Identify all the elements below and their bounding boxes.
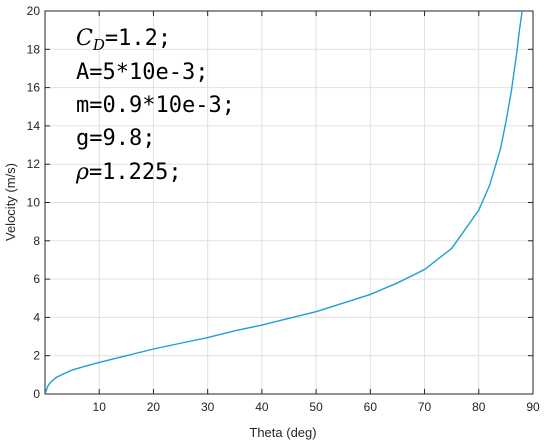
grid	[45, 11, 533, 394]
y-tick-label: 8	[33, 234, 40, 248]
y-tick-labels: 0 2 4 6 8 10 12 14 16 18 20	[27, 4, 41, 401]
annotation-gravity: g=9.8;	[76, 126, 155, 151]
axis-ticks	[45, 10, 534, 395]
annotation-cd-value: =1.2;	[105, 26, 171, 51]
annotation-cd-subscript: D	[92, 36, 105, 54]
x-tick-label: 20	[147, 400, 161, 414]
annotation-rho-symbol: ρ	[75, 160, 89, 185]
y-tick-label: 16	[27, 81, 41, 95]
y-tick-label: 10	[27, 196, 41, 210]
y-tick-label: 2	[33, 349, 40, 363]
series-line	[44, 10, 523, 393]
x-tick-labels: 10 20 30 40 50 60 70 80 90	[93, 400, 540, 414]
x-tick-label: 40	[255, 400, 269, 414]
annotation-rho: ρ=1.225;	[75, 160, 182, 185]
annotation-mass: m=0.9*10e-3;	[76, 93, 235, 118]
y-axis-label: Velocity (m/s)	[3, 163, 18, 241]
y-tick-label: 20	[27, 4, 41, 18]
y-tick-label: 6	[33, 272, 40, 286]
x-tick-label: 80	[472, 400, 486, 414]
x-tick-label: 90	[526, 400, 540, 414]
y-tick-label: 12	[27, 157, 41, 171]
y-tick-label: 4	[33, 310, 40, 324]
x-axis-label: Theta (deg)	[249, 425, 316, 440]
annotation-rho-value: =1.225;	[89, 160, 182, 185]
y-tick-label: 18	[27, 42, 41, 56]
x-tick-label: 10	[93, 400, 107, 414]
x-tick-label: 70	[418, 400, 432, 414]
annotation-area: A=5*10e-3;	[76, 60, 208, 85]
x-tick-label: 60	[364, 400, 378, 414]
x-tick-label: 30	[201, 400, 215, 414]
y-tick-label: 14	[27, 119, 41, 133]
annotation-cd: CD=1.2;	[76, 26, 171, 54]
annotation-cd-symbol: C	[76, 26, 93, 51]
parameter-annotations: CD=1.2; A=5*10e-3; m=0.9*10e-3; g=9.8; ρ…	[75, 26, 235, 185]
y-tick-label: 0	[33, 387, 40, 401]
x-tick-label: 50	[309, 400, 323, 414]
